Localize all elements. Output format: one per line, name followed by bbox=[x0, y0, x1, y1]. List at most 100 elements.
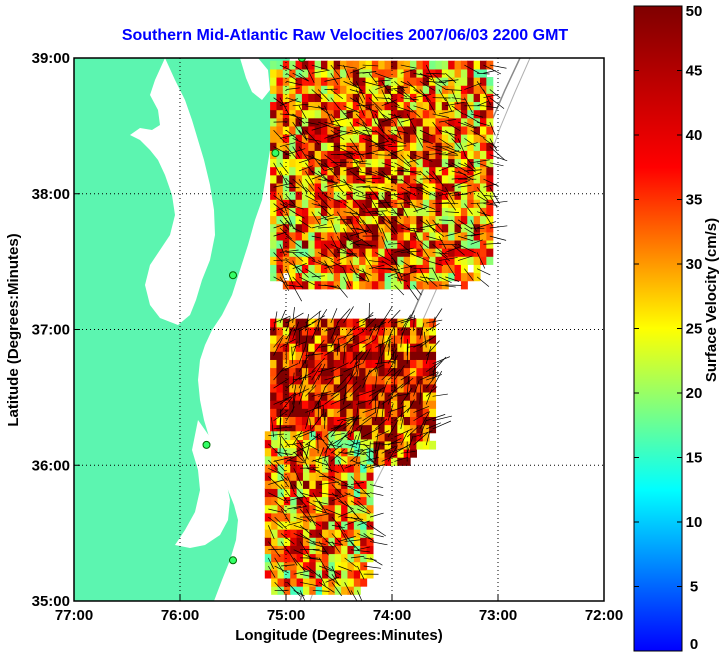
velocity-arrow bbox=[355, 349, 368, 364]
velocity-arrow bbox=[369, 524, 386, 537]
velocity-arrow bbox=[311, 374, 320, 389]
velocity-arrow bbox=[292, 263, 307, 270]
velocity-cell bbox=[486, 248, 494, 257]
velocity-arrow bbox=[292, 64, 305, 73]
velocity-cell bbox=[359, 334, 367, 344]
velocity-arrow bbox=[432, 415, 452, 422]
velocity-cell bbox=[340, 191, 348, 200]
velocity-arrow bbox=[394, 219, 412, 231]
velocity-arrow bbox=[336, 429, 351, 446]
velocity-cell bbox=[315, 463, 323, 473]
velocity-cell bbox=[277, 569, 285, 579]
velocity-arrow bbox=[343, 203, 359, 215]
velocity-arrow bbox=[356, 314, 374, 324]
velocity-cell bbox=[328, 504, 336, 514]
velocity-arrow bbox=[432, 186, 447, 193]
velocity-arrow bbox=[273, 162, 282, 176]
velocity-cell bbox=[276, 391, 284, 401]
velocity-arrow bbox=[375, 144, 392, 147]
velocity-cell bbox=[486, 77, 494, 86]
velocity-cell bbox=[327, 416, 335, 426]
velocity-arrow bbox=[438, 146, 458, 155]
velocity-cell bbox=[467, 182, 475, 192]
velocity-arrow bbox=[279, 98, 299, 107]
velocity-cell bbox=[289, 231, 297, 241]
velocity-arrow bbox=[387, 348, 398, 364]
velocity-cell bbox=[314, 150, 322, 160]
velocity-cell bbox=[301, 68, 309, 78]
velocity-cell bbox=[360, 545, 368, 555]
velocity-cell bbox=[448, 248, 456, 257]
velocity-arrow bbox=[392, 347, 395, 364]
velocity-arrow bbox=[317, 311, 320, 332]
velocity-cell bbox=[320, 93, 328, 103]
velocity-cell bbox=[448, 77, 456, 86]
velocity-arrow bbox=[293, 524, 309, 531]
velocity-arrow bbox=[413, 432, 429, 446]
velocity-arrow bbox=[305, 411, 311, 429]
velocity-arrow bbox=[305, 404, 325, 413]
velocity-cell bbox=[314, 215, 322, 225]
velocity-arrow bbox=[375, 252, 391, 262]
velocity-cell bbox=[333, 264, 341, 274]
velocity-arrow bbox=[338, 565, 353, 572]
velocity-cell bbox=[320, 318, 328, 328]
velocity-arrow bbox=[432, 308, 443, 324]
velocity-arrow bbox=[426, 414, 446, 422]
velocity-arrow bbox=[330, 89, 343, 100]
velocity-arrow bbox=[337, 152, 357, 156]
velocity-cell bbox=[264, 447, 272, 457]
velocity-cell bbox=[365, 359, 373, 369]
velocity-arrow bbox=[324, 77, 343, 82]
velocity-cell bbox=[460, 191, 468, 200]
velocity-arrow bbox=[273, 456, 292, 462]
velocity-cell bbox=[359, 85, 367, 94]
velocity-arrow bbox=[324, 374, 344, 381]
velocity-cell bbox=[264, 496, 272, 506]
velocity-cell bbox=[264, 480, 272, 489]
velocity-cell bbox=[290, 537, 298, 546]
velocity-cell bbox=[390, 448, 398, 458]
velocity-cell bbox=[295, 182, 303, 192]
velocity-cell bbox=[403, 68, 411, 78]
velocity-cell bbox=[365, 400, 373, 409]
velocity-cell bbox=[340, 150, 348, 160]
velocity-arrow bbox=[298, 276, 315, 286]
velocity-arrow bbox=[464, 172, 482, 180]
velocity-cell bbox=[270, 101, 278, 111]
velocity-cell bbox=[327, 166, 335, 176]
velocity-cell bbox=[301, 334, 309, 344]
velocity-cell bbox=[384, 93, 392, 103]
velocity-cell bbox=[289, 77, 297, 86]
velocity-cell bbox=[333, 166, 341, 176]
velocity-arrow bbox=[419, 384, 422, 405]
velocity-arrow bbox=[338, 510, 353, 518]
velocity-arrow bbox=[425, 340, 440, 356]
velocity-cell bbox=[302, 472, 310, 481]
velocity-cell bbox=[282, 367, 290, 377]
velocity-arrow bbox=[279, 162, 289, 174]
velocity-arrow bbox=[445, 89, 462, 91]
velocity-cell bbox=[416, 280, 424, 290]
velocity-cell bbox=[429, 125, 437, 135]
velocity-arrow bbox=[387, 309, 401, 324]
velocity-cell bbox=[397, 142, 405, 151]
velocity-cell bbox=[333, 239, 341, 249]
velocity-arrow bbox=[324, 164, 342, 172]
velocity-cell bbox=[366, 512, 374, 522]
velocity-cell bbox=[314, 280, 322, 290]
velocity-cell bbox=[448, 215, 456, 225]
velocity-cell bbox=[371, 432, 379, 442]
velocity-cell bbox=[301, 239, 309, 249]
velocity-cell bbox=[346, 248, 354, 257]
velocity-cell bbox=[359, 272, 367, 282]
velocity-arrow bbox=[400, 250, 421, 253]
velocity-arrow bbox=[476, 203, 487, 217]
velocity-arrow bbox=[432, 113, 449, 118]
velocity-arrow bbox=[317, 402, 320, 421]
velocity-cell bbox=[341, 496, 349, 506]
velocity-arrow bbox=[324, 393, 340, 405]
velocity-cell bbox=[397, 248, 405, 257]
velocity-arrow bbox=[432, 268, 440, 281]
velocity-cell bbox=[308, 248, 316, 257]
